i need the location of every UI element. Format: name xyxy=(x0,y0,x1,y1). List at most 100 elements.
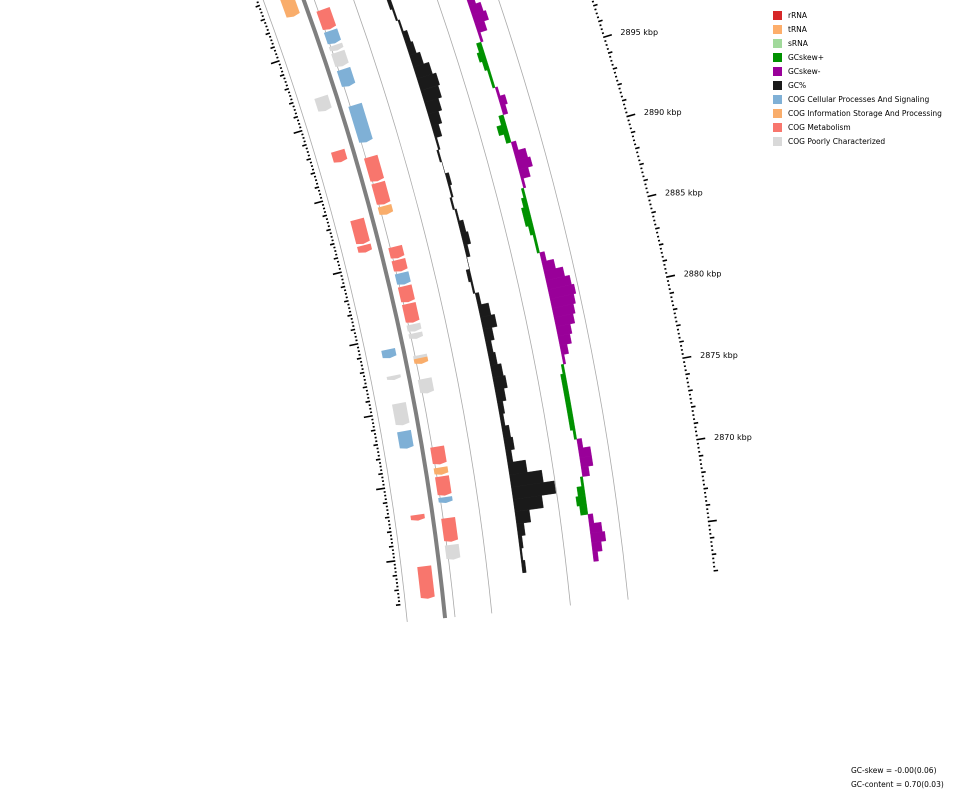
scale-tick xyxy=(631,135,635,138)
cds-feature xyxy=(435,475,452,496)
legend-swatch xyxy=(773,10,782,20)
scale-tick xyxy=(359,371,365,375)
legend-label: GCskew+ xyxy=(788,52,825,62)
gc-content-segment xyxy=(474,292,482,306)
gc-content-segment xyxy=(434,137,441,151)
scale-tick xyxy=(622,103,626,106)
scale-tick xyxy=(287,91,291,94)
legend-swatch xyxy=(773,80,782,90)
scale-tick xyxy=(703,487,709,490)
gc-content-segment xyxy=(480,314,498,330)
gc-content-segment xyxy=(503,436,515,451)
scale-tick xyxy=(637,155,640,158)
gc-skew-segment xyxy=(551,303,576,318)
scale-tick xyxy=(363,414,373,419)
cds-feature xyxy=(381,348,397,359)
gc-skew-segment xyxy=(523,215,534,227)
scale-tick xyxy=(642,175,645,178)
gc-content-segment xyxy=(465,268,473,283)
gc-content-segment xyxy=(519,547,524,561)
scale-tick xyxy=(394,589,399,592)
gc-content-segment xyxy=(516,522,526,537)
track-guide-lines xyxy=(262,0,629,622)
outer-scale-ticks xyxy=(591,0,719,572)
gc-skew-segment xyxy=(520,187,527,199)
gc-skew-segment xyxy=(549,293,576,309)
scale-tick xyxy=(376,487,386,491)
scale-tick xyxy=(643,178,649,182)
legend-swatch xyxy=(773,136,782,146)
scale-tick xyxy=(365,400,371,403)
scale-tick xyxy=(628,123,631,126)
scale-tick xyxy=(323,210,327,214)
guide-circle xyxy=(436,0,571,606)
scale-tick xyxy=(270,46,276,50)
scale-tick xyxy=(317,189,321,192)
legend-label: GC% xyxy=(788,80,807,90)
cds-feature xyxy=(371,180,391,205)
scale-tick xyxy=(322,214,328,218)
scale-tick xyxy=(349,342,359,347)
legend-swatch xyxy=(773,52,782,62)
scale-tick xyxy=(618,87,621,90)
scale-tick xyxy=(711,553,717,556)
scale-tick xyxy=(693,421,699,425)
scale-tick xyxy=(627,119,630,122)
scale-tick xyxy=(651,210,656,214)
scale-tick xyxy=(669,291,675,295)
scale-tick xyxy=(596,16,600,19)
scale-tick xyxy=(325,218,329,221)
scale-tick xyxy=(276,56,279,59)
gc-content-segment xyxy=(460,231,472,246)
gc-content-segment xyxy=(499,413,506,427)
scale-tick xyxy=(599,24,602,27)
scale-tick xyxy=(356,357,362,360)
scale-tick xyxy=(382,501,388,505)
scale-tick xyxy=(658,243,664,246)
scale-tick xyxy=(318,193,322,196)
gc-skew-segment xyxy=(560,363,566,375)
guide-circle xyxy=(313,0,456,618)
scale-tick xyxy=(619,91,622,94)
scale-tick xyxy=(386,560,396,563)
scale-tick xyxy=(260,11,263,14)
scale-label: 2880 kbp xyxy=(684,269,722,278)
scale-tick xyxy=(329,232,332,235)
scale-tick xyxy=(609,55,612,58)
scale-tick xyxy=(604,39,607,43)
cds-feature xyxy=(363,154,385,182)
scale-tick xyxy=(632,139,636,142)
scale-tick xyxy=(600,28,603,31)
scale-tick xyxy=(284,87,290,91)
legend-swatch xyxy=(773,108,782,118)
scale-tick xyxy=(388,545,394,548)
legend-swatch xyxy=(773,38,782,48)
scale-tick xyxy=(297,122,301,125)
scale-tick xyxy=(392,574,398,577)
gc-skew-segment xyxy=(563,392,571,403)
legend-swatch xyxy=(773,122,782,132)
gc-content-segment xyxy=(427,110,443,127)
cds-feature xyxy=(401,302,420,323)
gc-skew-segment xyxy=(494,86,501,97)
gc-skew-segment xyxy=(521,197,529,208)
scale-tick xyxy=(280,70,284,73)
scale-tick xyxy=(275,53,278,56)
gc-skew-segment xyxy=(590,531,607,543)
cds-feature xyxy=(410,513,425,521)
gc-content-segment xyxy=(517,535,524,549)
gc-skew-segment xyxy=(547,283,577,300)
scale-tick xyxy=(594,8,597,11)
scale-tick xyxy=(330,235,333,238)
scale-tick xyxy=(271,42,274,45)
scale-tick xyxy=(636,151,639,154)
gc-skew-segment xyxy=(503,132,512,144)
legend-item-gcskew-minus: GCskew- xyxy=(773,64,942,78)
scale-tick xyxy=(602,33,613,39)
gc-skew-segment xyxy=(579,504,589,516)
cds-feature xyxy=(417,377,435,394)
cds-feature xyxy=(397,429,414,449)
gc-content-segment xyxy=(463,244,471,258)
gc-content-segment xyxy=(401,30,412,44)
